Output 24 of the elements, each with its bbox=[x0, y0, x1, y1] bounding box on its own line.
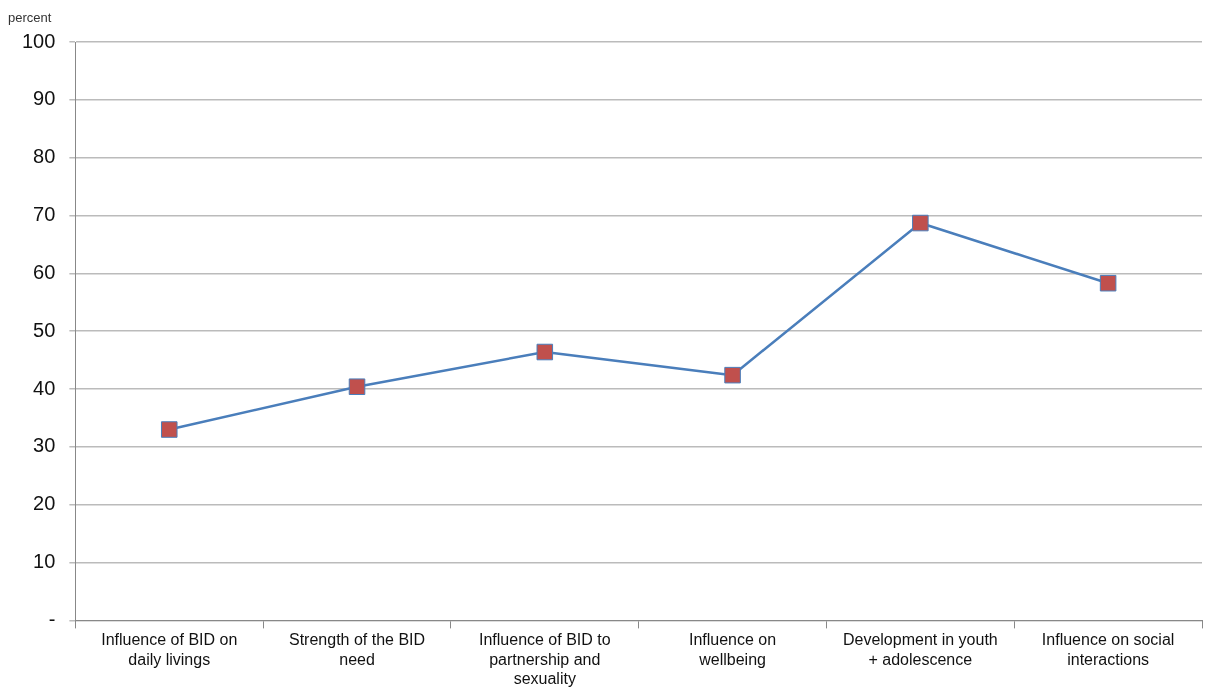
x-tick-label: Development in youth + adolescence bbox=[842, 631, 998, 668]
y-tick-label: 60 bbox=[33, 260, 56, 283]
y-tick-label: 50 bbox=[33, 318, 56, 341]
point bbox=[348, 378, 366, 396]
point bbox=[160, 421, 178, 438]
x-tick-label: Influence of BID on daily livings bbox=[101, 631, 238, 668]
x-tick-label: Influence of BID to partnership and sexuality bbox=[478, 631, 611, 687]
y-tick-label: 40 bbox=[33, 376, 56, 399]
y-tick-label: 80 bbox=[33, 145, 56, 168]
x-tick-label: Strength of the BID need bbox=[288, 631, 426, 668]
y-tick-label: 10 bbox=[33, 550, 56, 573]
y-tick-label: 90 bbox=[33, 87, 56, 110]
x-tick-label: Influence on wellbeing bbox=[688, 631, 777, 668]
point bbox=[912, 214, 929, 232]
y-tick-label: 70 bbox=[33, 203, 56, 226]
point bbox=[536, 343, 554, 361]
y-tick-label: 20 bbox=[33, 492, 56, 515]
point bbox=[724, 366, 741, 384]
y-tick-label: 100 bbox=[21, 29, 56, 52]
y-axis-title: percent bbox=[8, 10, 52, 26]
y-tick-label: 30 bbox=[33, 434, 56, 457]
x-tick-label: Influence on social interactions bbox=[1041, 631, 1175, 668]
y-tick-label: - bbox=[48, 607, 56, 630]
point bbox=[1099, 274, 1117, 292]
